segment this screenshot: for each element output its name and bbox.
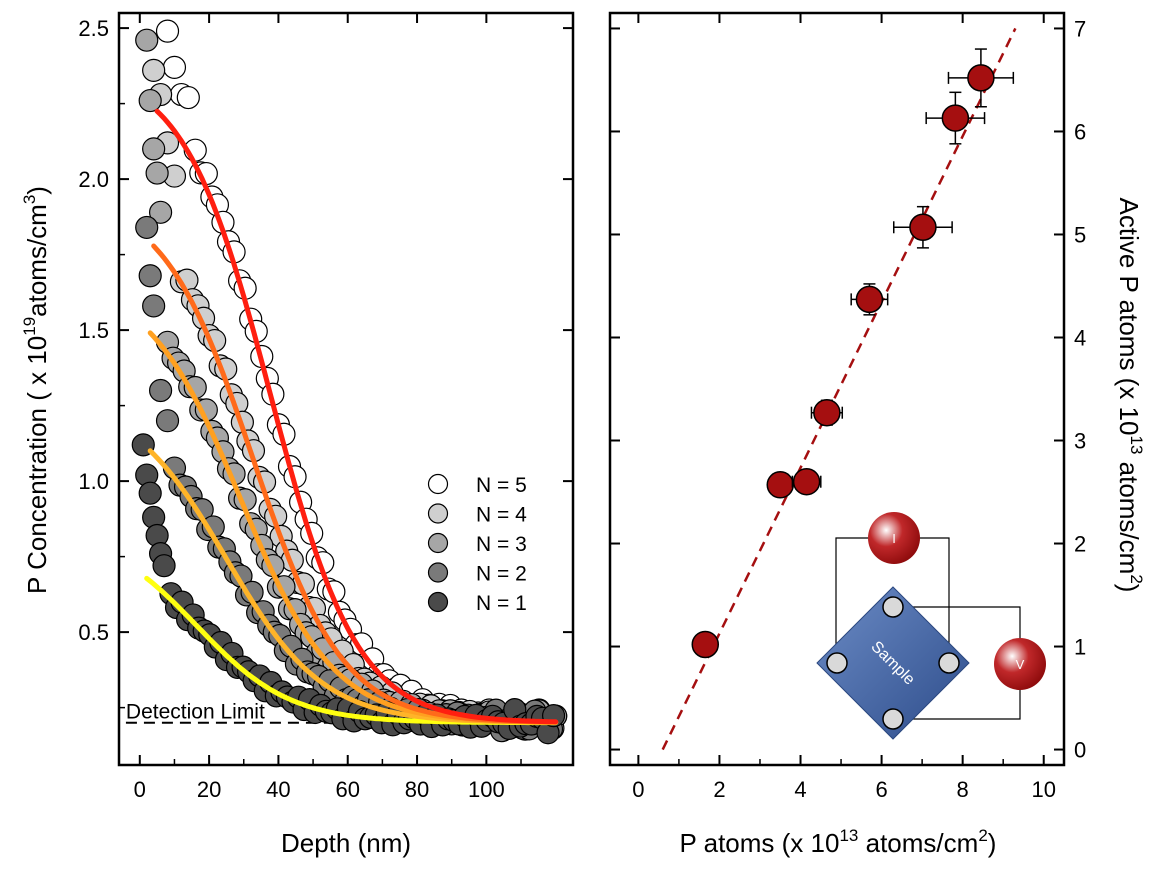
y-tick-label: 4 — [1074, 325, 1086, 350]
voltmeter-icon — [994, 638, 1046, 690]
legend-label: N = 5 — [476, 474, 527, 497]
data-point — [967, 64, 995, 92]
right-plot-frame — [608, 11, 1066, 767]
x-tick-label: 60 — [335, 777, 359, 802]
data-point — [142, 137, 166, 161]
legend-marker — [427, 532, 449, 554]
data-point-group — [766, 471, 794, 499]
legend-marker — [427, 503, 449, 524]
current-label: I — [892, 531, 896, 546]
legend-label: N = 4 — [476, 504, 527, 527]
data-point — [138, 264, 162, 288]
data-point — [138, 88, 162, 113]
data-point — [148, 200, 173, 224]
y-tick-label: 1.5 — [78, 318, 109, 343]
data-point — [148, 378, 173, 403]
legend: N = 5 N = 4 N = 3 N = 2 N = 1 — [427, 473, 527, 615]
data-point — [176, 85, 200, 110]
left-plot-frame — [117, 11, 575, 767]
x-tick-label: 8 — [957, 777, 969, 802]
y-tick-label: 7 — [1074, 16, 1086, 41]
x-axis-label: P atoms (x 1013 atoms/cm2) — [680, 826, 997, 858]
voltage-label: V — [1016, 657, 1025, 672]
fit-line — [661, 27, 1017, 751]
y-axis-label: P Concentration ( x 1019atoms/cm3) — [20, 186, 52, 594]
data-point-group — [893, 205, 953, 249]
data-point — [813, 398, 841, 427]
y-tick-label: 0.5 — [78, 620, 109, 645]
y-tick-label: 2.5 — [78, 16, 109, 41]
data-point — [138, 481, 162, 505]
x-tick-label: 40 — [266, 777, 290, 802]
data-point — [162, 55, 187, 79]
y-tick-label: 2.0 — [78, 167, 109, 192]
data-point — [155, 409, 180, 433]
legend-label: N = 1 — [476, 592, 527, 615]
data-point — [155, 19, 180, 43]
x-tick-label: 2 — [713, 777, 725, 802]
x-tick-label: 0 — [632, 777, 644, 802]
data-point-group — [850, 283, 889, 316]
x-tick-label: 100 — [468, 777, 505, 802]
y-axis-label: Active P atoms (x 1013 atoms/cm2) — [1114, 198, 1146, 593]
data-point-group — [691, 630, 720, 659]
y-tick-label: 0 — [1074, 738, 1086, 763]
data-point-group — [791, 467, 822, 496]
contact-pad — [882, 596, 904, 618]
left-panel: 0 20 40 60 80 100 0.5 1.0 1.5 2.0 2.5 Detection Lim… — [20, 11, 575, 858]
sample-square — [816, 586, 970, 740]
data-point — [941, 104, 970, 132]
contact-pad — [826, 652, 848, 674]
data-point-group — [947, 48, 1015, 108]
data-point — [691, 630, 720, 659]
x-axis-label: Depth (nm) — [281, 828, 411, 858]
data-point-group — [810, 398, 844, 427]
data-point — [142, 58, 166, 82]
legend-marker — [427, 562, 449, 583]
x-tick-label: 4 — [794, 777, 806, 802]
data-point — [135, 28, 159, 52]
legend-marker — [427, 473, 449, 495]
x-tick-label: 20 — [197, 777, 221, 802]
legend-label: N = 3 — [476, 533, 527, 556]
data-point — [909, 213, 937, 242]
y-tick-label: 3 — [1074, 429, 1086, 454]
x-tick-label: 6 — [875, 777, 887, 802]
data-point-group — [925, 91, 986, 145]
data-point — [145, 161, 169, 185]
data-point — [766, 471, 794, 499]
legend-marker — [427, 591, 449, 613]
y-tick-label: 1.0 — [78, 469, 109, 494]
contact-pad — [938, 652, 960, 674]
data-area — [131, 19, 568, 745]
x-tick-label: 80 — [405, 777, 429, 802]
data-point — [142, 294, 166, 318]
x-tick-label: 10 — [1031, 777, 1055, 802]
voltage-wire — [893, 606, 1021, 720]
fit-curve — [154, 108, 559, 725]
data-point — [135, 215, 159, 240]
y-tick-label: 1 — [1074, 635, 1086, 660]
detection-limit-label: Detection Limit — [126, 701, 265, 724]
y-tick-label: 2 — [1074, 532, 1086, 557]
contact-pad — [882, 708, 904, 730]
y-tick-label: 5 — [1074, 222, 1086, 247]
data-point — [855, 285, 884, 314]
current-wire — [835, 537, 950, 663]
y-tick-label: 6 — [1074, 119, 1086, 144]
data-point — [792, 467, 821, 496]
x-tick-label: 0 — [134, 777, 146, 802]
current-source-icon — [868, 512, 920, 564]
legend-label: N = 2 — [476, 563, 527, 586]
data-point — [152, 554, 176, 578]
